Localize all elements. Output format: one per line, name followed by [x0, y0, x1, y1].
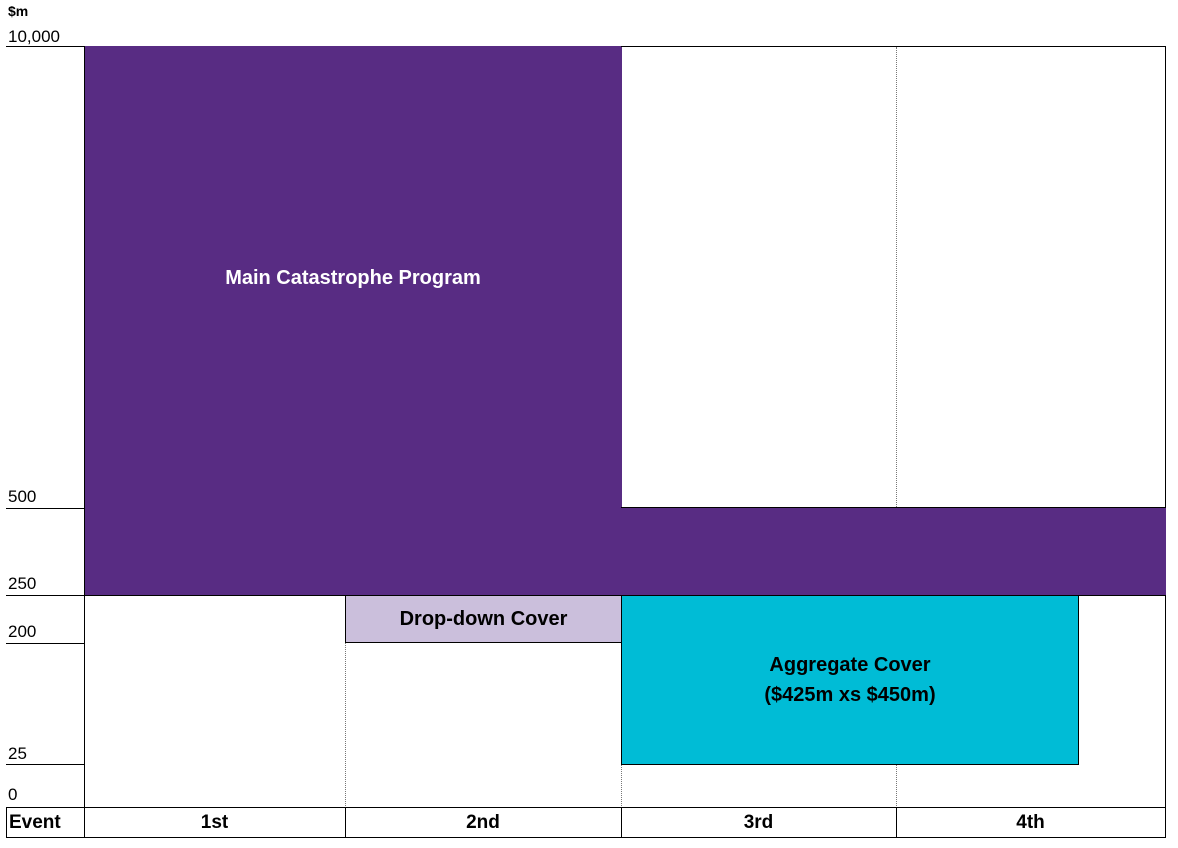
tick-label-0: 0 [8, 785, 18, 804]
tick-label-25: 25 [8, 744, 27, 763]
tick-line-200 [6, 643, 84, 644]
top-border [621, 46, 1166, 47]
event-row-left-border [6, 807, 7, 838]
divider-1st-2nd [345, 596, 346, 808]
tick-line-500 [6, 508, 84, 509]
event-col-sep-1 [345, 807, 346, 838]
dropdown-cover-label: Drop-down Cover [399, 608, 568, 630]
right-border-upper [1165, 46, 1166, 508]
event-row-bottom-line [6, 837, 1166, 838]
main-program-block-low [621, 508, 1166, 596]
event-header: Event [9, 812, 61, 833]
aggregate-cover-block [621, 595, 1079, 765]
aggregate-cover-label-line1: Aggregate Cover [769, 654, 931, 676]
tick-line-25 [6, 764, 84, 765]
aggregate-cover-label-line2: ($425m xs $450m) [764, 684, 936, 706]
unit-label: $m [8, 3, 29, 19]
event-3rd: 3rd [743, 812, 774, 833]
tick-label-500: 500 [8, 487, 37, 506]
event-col-sep-2 [621, 807, 622, 838]
main-program-label: Main Catastrophe Program [225, 267, 481, 289]
main-program-block-tall [84, 46, 622, 596]
tick-line-250 [6, 595, 84, 596]
event-2nd: 2nd [466, 812, 500, 833]
tick-label-200: 200 [8, 622, 37, 641]
dropdown-cover-block [345, 595, 622, 643]
event-row-top-line [6, 807, 1166, 808]
divider-3rd-4th-upper [896, 47, 897, 507]
tick-line-10000 [6, 46, 84, 47]
right-border-lower [1165, 596, 1166, 838]
divider-3rd-4th-lower [896, 764, 897, 808]
program-step-line [621, 507, 1166, 508]
left-axis-line [84, 46, 85, 838]
event-4th: 4th [1016, 812, 1045, 833]
event-1st: 1st [200, 812, 229, 833]
tick-label-250: 250 [8, 574, 37, 593]
tick-label-10000: 10,000 [8, 27, 60, 46]
event-col-sep-3 [896, 807, 897, 838]
